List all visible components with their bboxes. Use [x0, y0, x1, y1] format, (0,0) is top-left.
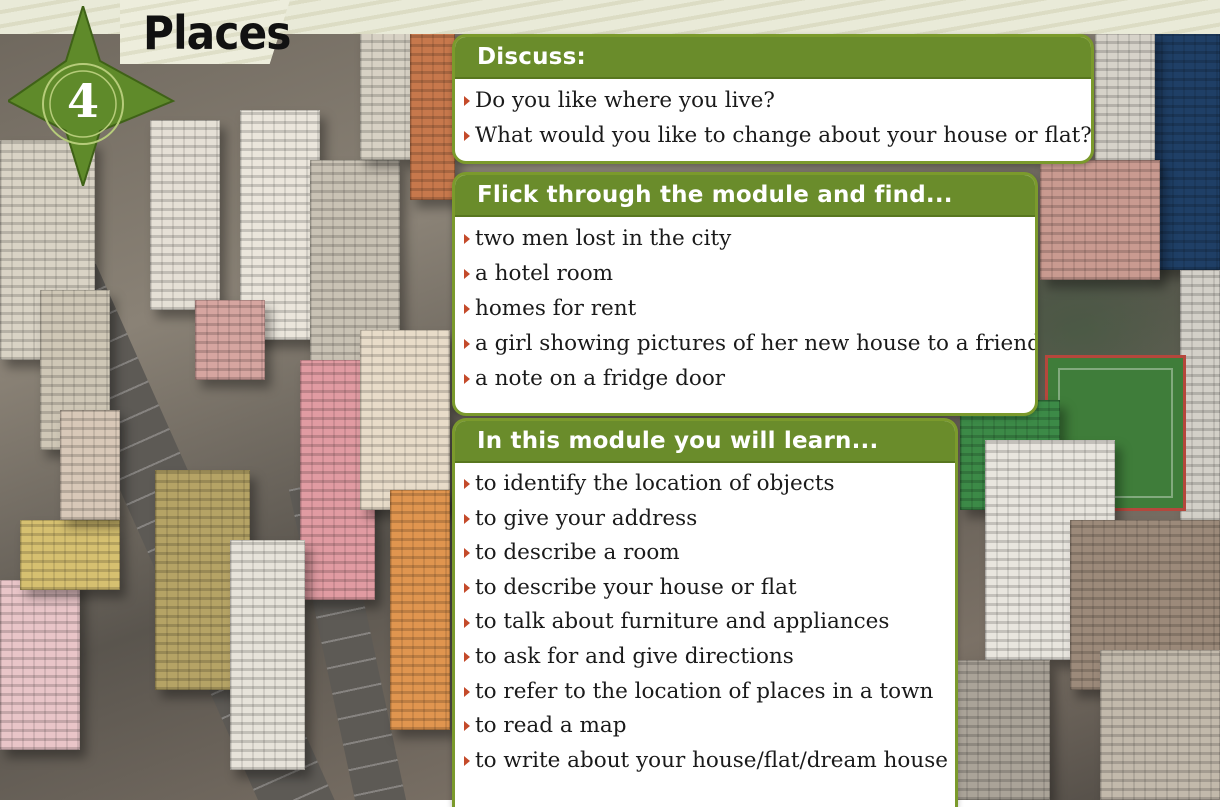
building	[60, 410, 120, 520]
learn-heading: In this module you will learn...	[455, 421, 955, 463]
list-item: homes for rent	[461, 291, 1035, 326]
discuss-heading: Discuss:	[455, 37, 1091, 79]
list-item: to describe your house or flat	[461, 571, 955, 606]
building	[360, 330, 450, 510]
list-item: a note on a fridge door	[461, 361, 1035, 396]
list-item: to talk about furniture and appliances	[461, 605, 955, 640]
building	[20, 520, 120, 590]
list-item: to write about your house/flat/dream hou…	[461, 744, 955, 779]
title-tab	[120, 0, 290, 64]
building	[230, 540, 305, 770]
list-item: to ask for and give directions	[461, 640, 955, 675]
building	[195, 300, 265, 380]
building	[1150, 30, 1220, 270]
list-item: to give your address	[461, 502, 955, 537]
building	[410, 30, 455, 200]
list-item: to identify the location of objects	[461, 467, 955, 502]
list-item: a girl showing pictures of her new house…	[461, 326, 1035, 361]
find-panel: Flick through the module and find... two…	[452, 172, 1038, 416]
building	[390, 490, 450, 730]
find-heading: Flick through the module and find...	[455, 175, 1035, 217]
list-item: What would you like to change about your…	[461, 118, 1091, 153]
module-title: Places	[143, 6, 291, 60]
find-list: two men lost in the city a hotel room ho…	[455, 217, 1035, 396]
building	[150, 120, 220, 310]
building	[955, 660, 1050, 800]
list-item: to refer to the location of places in a …	[461, 675, 955, 710]
building	[1100, 650, 1220, 800]
list-item: a hotel room	[461, 256, 1035, 291]
building	[1095, 30, 1155, 170]
building	[1040, 160, 1160, 280]
list-item: to read a map	[461, 709, 955, 744]
module-number: 4	[66, 74, 99, 128]
star-icon	[8, 6, 176, 186]
list-item: Do you like where you live?	[461, 83, 1091, 118]
building	[0, 580, 80, 750]
list-item: two men lost in the city	[461, 221, 1035, 256]
building	[1180, 270, 1220, 530]
list-item: to describe a room	[461, 536, 955, 571]
discuss-list: Do you like where you live? What would y…	[455, 79, 1091, 153]
discuss-panel: Discuss: Do you like where you live? Wha…	[452, 34, 1094, 164]
learn-panel: In this module you will learn... to iden…	[452, 418, 958, 807]
learn-list: to identify the location of objects to g…	[455, 463, 955, 778]
